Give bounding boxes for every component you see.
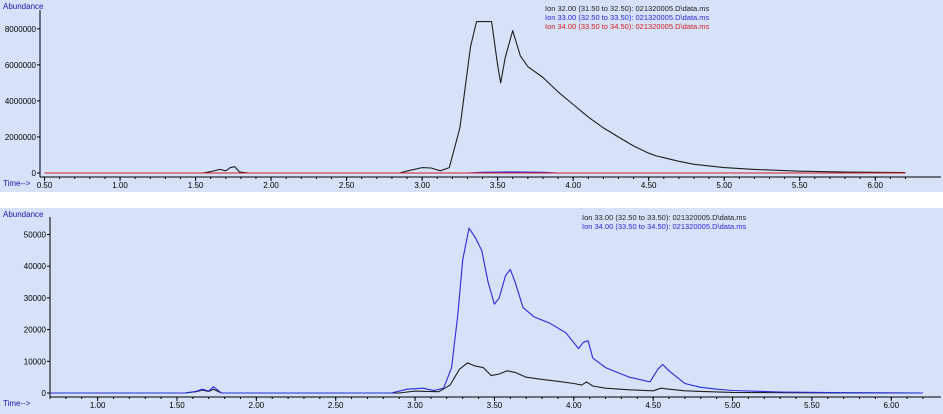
x-tick-label: 2.00 xyxy=(263,181,279,190)
x-tick-label: 4.50 xyxy=(641,181,657,190)
legend-entry-2: Ion 33.00 (32.50 to 33.50): 021320005.D\… xyxy=(545,13,710,22)
x-tick-label: 3.00 xyxy=(414,181,430,190)
x-tick-label: 1.00 xyxy=(90,401,106,410)
plot-area xyxy=(0,0,943,192)
x-tick-label: 5.50 xyxy=(804,401,820,410)
x-tick-label: 6.00 xyxy=(867,181,883,190)
x-tick-label: 3.50 xyxy=(487,401,503,410)
y-axis-title: Abundance xyxy=(3,2,44,11)
x-tick-label: 5.00 xyxy=(725,401,741,410)
series-line-2 xyxy=(50,227,924,394)
x-tick-label: 4.00 xyxy=(566,401,582,410)
x-tick-label: 2.50 xyxy=(339,181,355,190)
legend-entry-3: Ion 34.00 (33.50 to 34.50): 021320005.D\… xyxy=(545,22,710,31)
x-tick-label: 3.00 xyxy=(407,401,423,410)
y-tick-label: 4000000 xyxy=(5,97,37,106)
chart-bottom-svg: Abundance 0 10000 20000 30000 40000 50000 Time-… xyxy=(0,208,943,414)
x-tick-label: 4.00 xyxy=(565,181,581,190)
x-tick-label: 1.50 xyxy=(169,401,185,410)
y-tick-label: 30000 xyxy=(24,294,47,303)
y-tick-label: 0 xyxy=(32,169,37,178)
x-tick-label: 2.00 xyxy=(249,401,265,410)
y-tick-label: 50000 xyxy=(24,231,47,240)
x-axis-title: Time--> xyxy=(3,399,31,408)
y-tick-label: 40000 xyxy=(24,262,47,271)
x-axis-title: Time--> xyxy=(3,179,31,188)
x-tick-label: 4.50 xyxy=(645,401,661,410)
x-tick-label: 2.50 xyxy=(328,401,344,410)
x-tick-label: 5.50 xyxy=(792,181,808,190)
series-line-1 xyxy=(44,21,906,174)
x-tick-label: 5.00 xyxy=(716,181,732,190)
legend-entry-1: Ion 32.00 (31.50 to 32.50): 021320005.D\… xyxy=(545,4,710,13)
chart-panel-top: Abundance 0 2000000 4000000 6000000 8000000 Ti… xyxy=(0,0,943,192)
y-tick-label: 0 xyxy=(42,389,47,398)
x-tick-label: 1.00 xyxy=(112,181,128,190)
x-tick-label: 6.00 xyxy=(883,401,899,410)
y-tick-label: 6000000 xyxy=(5,61,37,70)
x-tick-label: 3.50 xyxy=(490,181,506,190)
y-tick-label: 8000000 xyxy=(5,25,37,34)
legend-entry-2: Ion 34.00 (33.50 to 34.50): 021320005.D\… xyxy=(582,222,747,231)
plot-area xyxy=(0,208,943,414)
chart-panel-bottom: Abundance 0 10000 20000 30000 40000 50000 Time-… xyxy=(0,208,943,414)
chart-top-svg: Abundance 0 2000000 4000000 6000000 8000000 Ti… xyxy=(0,0,943,192)
y-tick-label: 2000000 xyxy=(5,133,37,142)
x-tick-label: 1.50 xyxy=(188,181,204,190)
x-tick-label: 0.50 xyxy=(37,181,53,190)
y-tick-label: 10000 xyxy=(24,357,47,366)
y-axis-title: Abundance xyxy=(3,210,44,219)
legend-entry-1: Ion 33.00 (32.50 to 33.50): 021320005.D\… xyxy=(582,213,747,222)
y-tick-label: 20000 xyxy=(24,326,47,335)
